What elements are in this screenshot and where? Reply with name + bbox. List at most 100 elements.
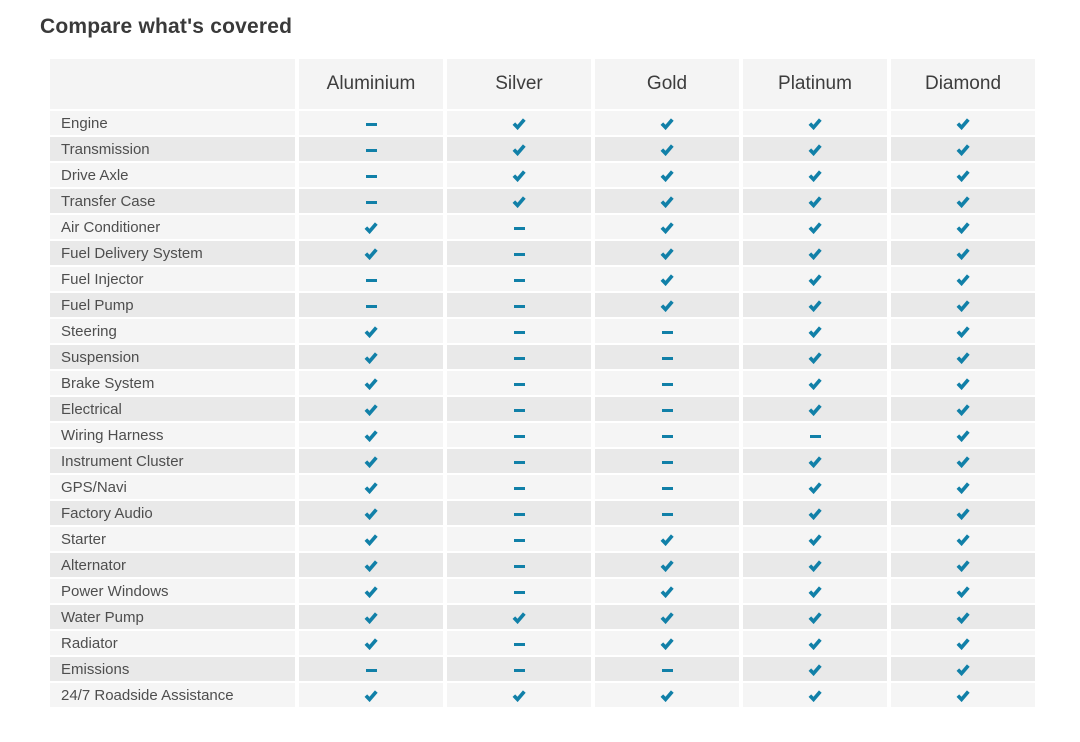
table-row-alternator: Alternator: [50, 553, 1035, 577]
check-icon: [956, 689, 970, 702]
check-icon: [808, 455, 822, 468]
table-row-engine: Engine: [50, 111, 1035, 135]
coverage-cell-check: [743, 501, 887, 525]
row-label: Drive Axle: [50, 163, 295, 187]
coverage-cell-check: [447, 137, 591, 161]
table-row-gps-navi: GPS/Navi: [50, 475, 1035, 499]
check-icon: [364, 351, 378, 364]
coverage-cell-check: [743, 189, 887, 213]
dash-icon: [513, 435, 525, 438]
table-corner-cell: [50, 59, 295, 109]
dash-icon: [809, 435, 821, 438]
check-icon: [808, 377, 822, 390]
coverage-cell-check: [743, 631, 887, 655]
coverage-cell-check: [891, 605, 1035, 629]
coverage-cell-check: [743, 527, 887, 551]
coverage-cell-check: [595, 189, 739, 213]
check-icon: [660, 637, 674, 650]
coverage-cell-dash: [595, 449, 739, 473]
coverage-cell-check: [743, 293, 887, 317]
check-icon: [660, 169, 674, 182]
coverage-cell-dash: [447, 475, 591, 499]
table-row-fuel-pump: Fuel Pump: [50, 293, 1035, 317]
row-label: Air Conditioner: [50, 215, 295, 239]
check-icon: [808, 637, 822, 650]
check-icon: [808, 663, 822, 676]
coverage-cell-dash: [299, 137, 443, 161]
column-header-aluminium: Aluminium: [299, 59, 443, 109]
check-icon: [364, 611, 378, 624]
coverage-cell-check: [891, 163, 1035, 187]
coverage-cell-check: [743, 449, 887, 473]
dash-icon: [513, 279, 525, 282]
check-icon: [364, 637, 378, 650]
check-icon: [660, 117, 674, 130]
check-icon: [956, 377, 970, 390]
table-row-transmission: Transmission: [50, 137, 1035, 161]
coverage-cell-check: [595, 137, 739, 161]
check-icon: [956, 403, 970, 416]
coverage-cell-check: [743, 553, 887, 577]
check-icon: [512, 689, 526, 702]
row-label: Power Windows: [50, 579, 295, 603]
dash-icon: [661, 383, 673, 386]
coverage-cell-check: [595, 267, 739, 291]
coverage-cell-dash: [595, 319, 739, 343]
coverage-cell-check: [891, 631, 1035, 655]
coverage-cell-check: [891, 293, 1035, 317]
check-icon: [364, 689, 378, 702]
coverage-cell-dash: [447, 397, 591, 421]
coverage-cell-check: [595, 683, 739, 707]
column-header-silver: Silver: [447, 59, 591, 109]
coverage-cell-check: [891, 475, 1035, 499]
coverage-cell-dash: [447, 345, 591, 369]
coverage-cell-check: [299, 423, 443, 447]
check-icon: [512, 143, 526, 156]
dash-icon: [365, 305, 377, 308]
check-icon: [512, 169, 526, 182]
dash-icon: [365, 149, 377, 152]
coverage-cell-check: [743, 267, 887, 291]
coverage-cell-dash: [299, 267, 443, 291]
table-row-brake-system: Brake System: [50, 371, 1035, 395]
check-icon: [364, 507, 378, 520]
check-icon: [512, 117, 526, 130]
check-icon: [956, 195, 970, 208]
table-row-emissions: Emissions: [50, 657, 1035, 681]
dash-icon: [513, 643, 525, 646]
coverage-cell-dash: [447, 293, 591, 317]
check-icon: [808, 481, 822, 494]
dash-icon: [661, 487, 673, 490]
coverage-cell-check: [743, 319, 887, 343]
table-row-suspension: Suspension: [50, 345, 1035, 369]
dash-icon: [365, 175, 377, 178]
table-row-air-conditioner: Air Conditioner: [50, 215, 1035, 239]
coverage-cell-check: [891, 397, 1035, 421]
coverage-cell-dash: [299, 163, 443, 187]
coverage-cell-check: [891, 267, 1035, 291]
check-icon: [660, 143, 674, 156]
check-icon: [956, 221, 970, 234]
check-icon: [660, 299, 674, 312]
coverage-cell-check: [891, 501, 1035, 525]
dash-icon: [661, 331, 673, 334]
table-row-factory-audio: Factory Audio: [50, 501, 1035, 525]
check-icon: [808, 169, 822, 182]
check-icon: [808, 533, 822, 546]
coverage-cell-check: [891, 683, 1035, 707]
check-icon: [808, 221, 822, 234]
check-icon: [364, 481, 378, 494]
row-label: Steering: [50, 319, 295, 343]
check-icon: [808, 559, 822, 572]
coverage-cell-check: [299, 449, 443, 473]
coverage-cell-check: [299, 605, 443, 629]
dash-icon: [661, 435, 673, 438]
check-icon: [808, 689, 822, 702]
row-label: Suspension: [50, 345, 295, 369]
coverage-cell-check: [743, 241, 887, 265]
coverage-cell-dash: [447, 657, 591, 681]
coverage-cell-check: [891, 215, 1035, 239]
coverage-cell-dash: [447, 631, 591, 655]
table-row-24-7-roadside-assistance: 24/7 Roadside Assistance: [50, 683, 1035, 707]
coverage-cell-dash: [447, 579, 591, 603]
